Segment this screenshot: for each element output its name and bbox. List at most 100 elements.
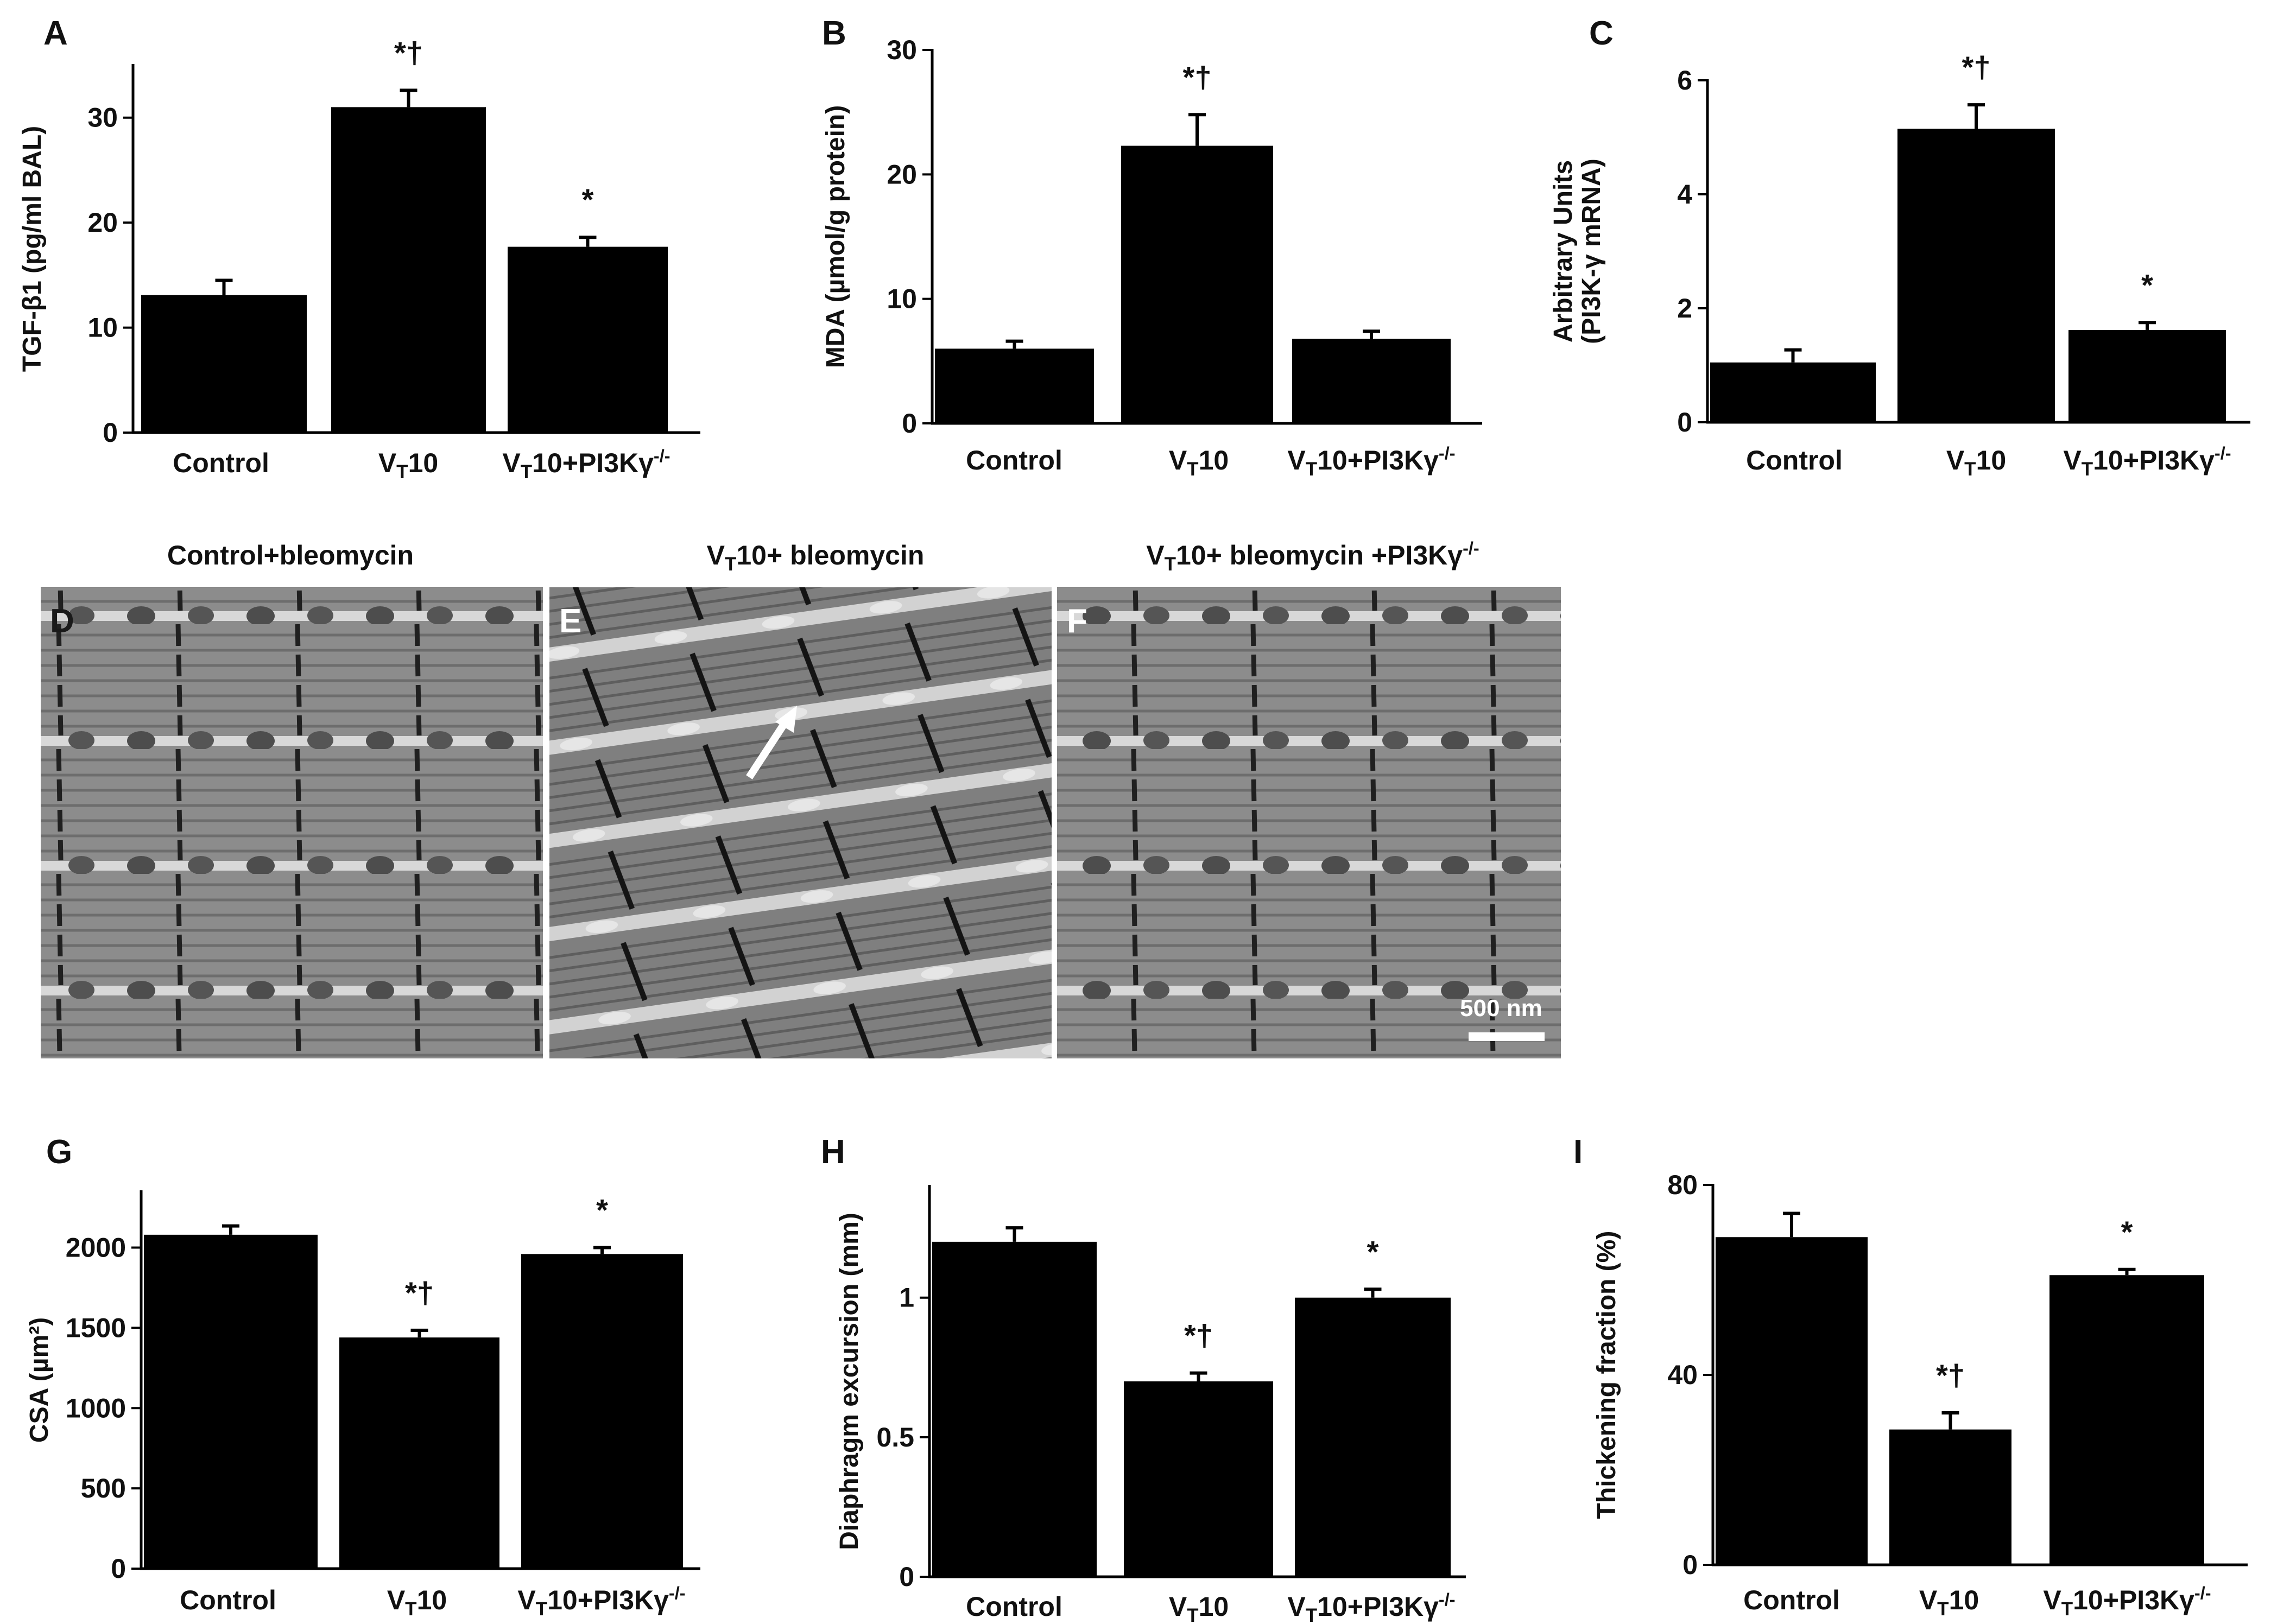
y-tick-label: 6 xyxy=(1677,65,1692,96)
y-tick-label: 80 xyxy=(1667,1170,1698,1200)
significance-label: * xyxy=(2121,1215,2133,1249)
y-tick-label: 0 xyxy=(1677,407,1692,437)
y-axis-label: TGF-β1 (pg/ml BAL) xyxy=(18,126,47,372)
bar xyxy=(1889,1429,2011,1565)
micrograph-d-letter: D xyxy=(50,602,74,640)
micrograph-f-image xyxy=(1057,587,1561,1058)
panel-letter: H xyxy=(821,1133,845,1171)
micrograph-f: VT10+ bleomycin +PI3Kγ-/- F 500 nm xyxy=(1057,538,1561,1058)
bar xyxy=(144,1234,318,1569)
category-label: VT10 xyxy=(1946,445,2006,480)
category-label: VT10 xyxy=(1169,445,1229,480)
y-axis-label: Diaphragm excursion (mm) xyxy=(835,1213,864,1550)
chart-panel-g: G 0 500 1000 1500 2000 CSA (µm²) Control *† VT10 *… xyxy=(25,1133,700,1620)
bar xyxy=(508,246,668,433)
micrograph-e-title: VT10+ bleomycin xyxy=(707,540,925,575)
y-tick-label: 0 xyxy=(1682,1550,1698,1580)
micrograph-d: Control+bleomycin D xyxy=(41,540,543,1058)
scale-bar xyxy=(1469,1032,1545,1041)
bar xyxy=(521,1254,683,1569)
bar xyxy=(1124,1381,1273,1577)
micrograph-e-image xyxy=(549,587,1052,1058)
significance-label: *† xyxy=(1962,50,1991,84)
bar xyxy=(141,295,307,433)
y-tick-label: 0 xyxy=(899,1562,914,1592)
y-tick-label: 1500 xyxy=(66,1312,126,1343)
significance-label: * xyxy=(596,1193,608,1227)
significance-label: *† xyxy=(405,1276,434,1310)
category-label: VT10 xyxy=(1169,1591,1229,1624)
chart-panel-i: I 0 40 80 Thickening fraction (%) Control *† VT… xyxy=(1573,1133,2248,1620)
y-axis-label: MDA (µmol/g protein) xyxy=(821,105,850,368)
significance-label: * xyxy=(2141,268,2153,302)
category-label: Control xyxy=(966,445,1062,475)
bar xyxy=(2068,329,2226,422)
category-label: VT10+PI3Kγ-/- xyxy=(1287,1590,1455,1624)
significance-label: *† xyxy=(1183,60,1212,94)
micrograph-row: Control+bleomycin D VT10+ bleomycin E VT… xyxy=(41,538,1561,1058)
y-tick-label: 20 xyxy=(887,159,917,189)
category-label: Control xyxy=(1746,445,1843,475)
y-tick-label: 40 xyxy=(1667,1360,1698,1390)
panel-letter: B xyxy=(822,15,846,52)
micrograph-f-letter: F xyxy=(1067,602,1087,640)
bar xyxy=(1716,1237,1868,1565)
bar xyxy=(932,1241,1097,1577)
y-tick-label: 30 xyxy=(887,35,917,65)
category-label: VT10 xyxy=(378,448,438,483)
y-tick-label: 500 xyxy=(81,1473,126,1504)
category-label: VT10+PI3Kγ-/- xyxy=(517,1583,685,1620)
chart-panel-h: H 0 0.5 1 Diaphragm excursion (mm) Control *† V… xyxy=(821,1133,1466,1624)
bar xyxy=(1295,1297,1451,1577)
micrograph-f-title: VT10+ bleomycin +PI3Kγ-/- xyxy=(1146,538,1479,575)
micrograph-d-title: Control+bleomycin xyxy=(167,540,414,570)
y-tick-label: 1000 xyxy=(66,1393,126,1423)
y-axis-label: (PI3K-γ mRNA) xyxy=(1577,158,1606,344)
panel-letter: C xyxy=(1589,15,1614,52)
bar xyxy=(1710,362,1876,422)
category-label: Control xyxy=(1743,1585,1840,1615)
y-tick-label: 0 xyxy=(111,1553,126,1584)
category-label: Control xyxy=(180,1585,276,1615)
category-label: VT10+PI3Kγ-/- xyxy=(2043,1583,2211,1620)
y-axis-label: Thickening fraction (%) xyxy=(1592,1231,1621,1519)
scale-bar-label: 500 nm xyxy=(1460,995,1542,1022)
chart-panel-a: A 0 10 20 30 TGF-β1 (pg/ml BAL) Control *† VT10 *… xyxy=(18,15,700,483)
chart-panel-c: C 0 2 4 6 Arbitrary Units (PI3K-γ mRNA) Control… xyxy=(1549,15,2250,480)
y-tick-label: 0 xyxy=(103,417,118,448)
y-tick-label: 10 xyxy=(87,313,118,343)
panel-letter: A xyxy=(43,15,68,52)
y-tick-label: 0.5 xyxy=(876,1422,914,1452)
y-tick-label: 20 xyxy=(87,207,118,238)
bar xyxy=(339,1337,499,1569)
category-label: VT10+PI3Kγ-/- xyxy=(2063,443,2231,480)
y-tick-label: 10 xyxy=(887,284,917,314)
y-axis-label: Arbitrary Units xyxy=(1549,160,1578,342)
bar xyxy=(331,107,486,433)
significance-label: *† xyxy=(1184,1318,1213,1353)
significance-label: * xyxy=(582,182,594,217)
y-tick-label: 0 xyxy=(902,408,917,439)
category-label: VT10 xyxy=(387,1585,447,1620)
micrograph-d-image xyxy=(41,587,543,1058)
chart-panel-b: B 0 10 20 30 MDA (µmol/g protein) Control *† VT1… xyxy=(821,15,1482,480)
bar xyxy=(935,348,1094,423)
significance-label: *† xyxy=(394,35,423,69)
bar xyxy=(2049,1275,2204,1565)
y-tick-label: 4 xyxy=(1677,179,1692,210)
category-label: Control xyxy=(966,1591,1062,1622)
category-label: VT10 xyxy=(1919,1585,1979,1620)
category-label: VT10+PI3Kγ-/- xyxy=(502,446,670,483)
y-tick-label: 1 xyxy=(899,1283,914,1313)
micrograph-e-letter: E xyxy=(559,602,581,640)
y-axis-label: CSA (µm²) xyxy=(25,1317,54,1443)
bar xyxy=(1121,145,1273,423)
significance-label: * xyxy=(1367,1234,1379,1268)
bar xyxy=(1897,129,2055,422)
panel-letter: I xyxy=(1573,1133,1583,1171)
significance-label: *† xyxy=(1936,1358,1965,1392)
arrow-icon xyxy=(746,706,797,779)
y-tick-label: 30 xyxy=(87,103,118,133)
category-label: Control xyxy=(173,448,269,478)
category-label: VT10+PI3Kγ-/- xyxy=(1287,443,1455,480)
